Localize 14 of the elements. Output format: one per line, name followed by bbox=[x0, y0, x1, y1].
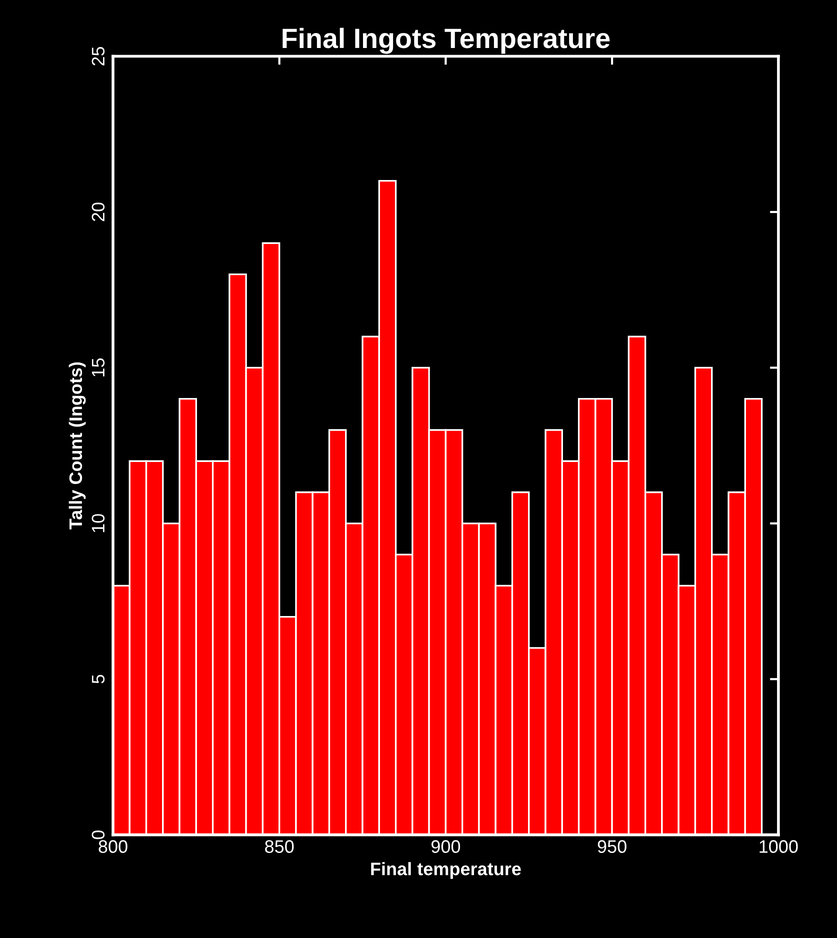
x-axis-title: Final temperature bbox=[371, 862, 521, 879]
x-tick-label: 1000 bbox=[760, 840, 798, 853]
y-tick-label: 5 bbox=[92, 674, 105, 684]
x-tick-label: 800 bbox=[98, 840, 128, 853]
x-tick-label: 900 bbox=[431, 840, 460, 853]
y-tick-label: 0 bbox=[92, 830, 105, 840]
x-tick-label: 950 bbox=[598, 840, 626, 853]
x-tick-label: 850 bbox=[265, 840, 294, 853]
y-tick-label: 25 bbox=[92, 46, 105, 66]
y-tick-label: 10 bbox=[92, 514, 105, 532]
chart-title: Final Ingots Temperature bbox=[282, 28, 610, 54]
y-axis-title: Tally Count (Ingots) bbox=[68, 362, 86, 530]
y-tick-label: 20 bbox=[92, 202, 105, 222]
y-tick-label: 15 bbox=[92, 358, 105, 376]
